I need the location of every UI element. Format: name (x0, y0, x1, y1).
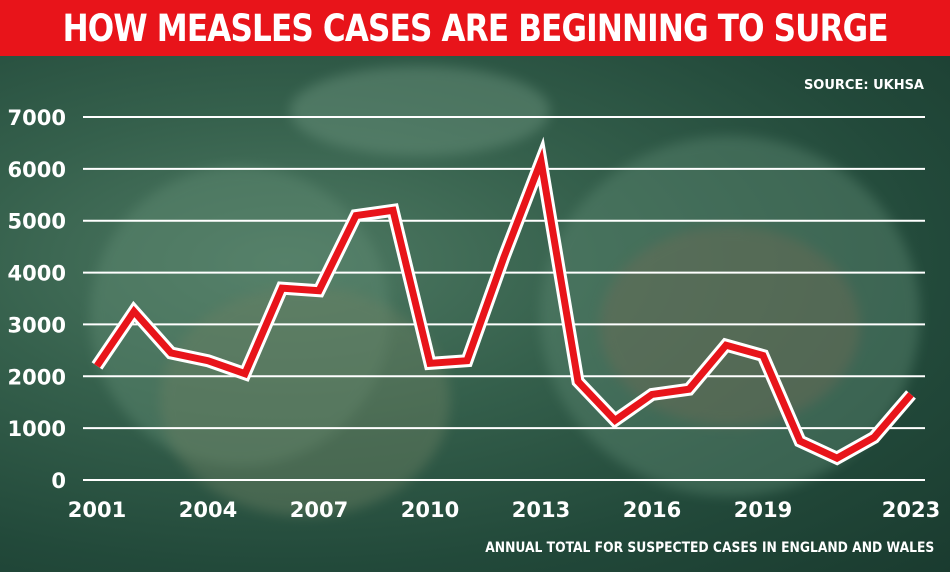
y-tick-label: 2000 (8, 365, 66, 389)
y-tick-label: 7000 (8, 106, 66, 130)
x-tick-label: 2004 (179, 498, 237, 522)
footnote: ANNUAL TOTAL FOR SUSPECTED CASES IN ENGL… (484, 540, 934, 556)
x-tick-label: 2013 (512, 498, 570, 522)
series-group (91, 136, 916, 466)
y-tick-label: 5000 (8, 210, 66, 234)
x-tick-label: 2016 (623, 498, 681, 522)
x-tick-label: 2019 (734, 498, 792, 522)
y-axis-ticks: 0 1000 2000 3000 4000 5000 6000 7000 (8, 106, 66, 493)
x-axis-ticks: 2001 2004 2007 2010 2013 2016 2019 2023 (68, 498, 940, 522)
title-bar: HOW MEASLES CASES ARE BEGINNING TO SURGE (0, 0, 950, 56)
series-line (94, 147, 914, 463)
y-tick-label: 4000 (8, 262, 66, 286)
chart-title: HOW MEASLES CASES ARE BEGINNING TO SURGE (62, 6, 888, 50)
x-tick-label: 2001 (68, 498, 126, 522)
y-tick-label: 0 (51, 469, 66, 493)
y-tick-label: 3000 (8, 313, 66, 337)
x-tick-label: 2007 (290, 498, 348, 522)
y-tick-label: 1000 (8, 417, 66, 441)
x-tick-label: 2023 (882, 498, 940, 522)
source-label: SOURCE: UKHSA (803, 78, 924, 93)
x-tick-label: 2010 (401, 498, 459, 522)
y-tick-label: 6000 (8, 158, 66, 182)
